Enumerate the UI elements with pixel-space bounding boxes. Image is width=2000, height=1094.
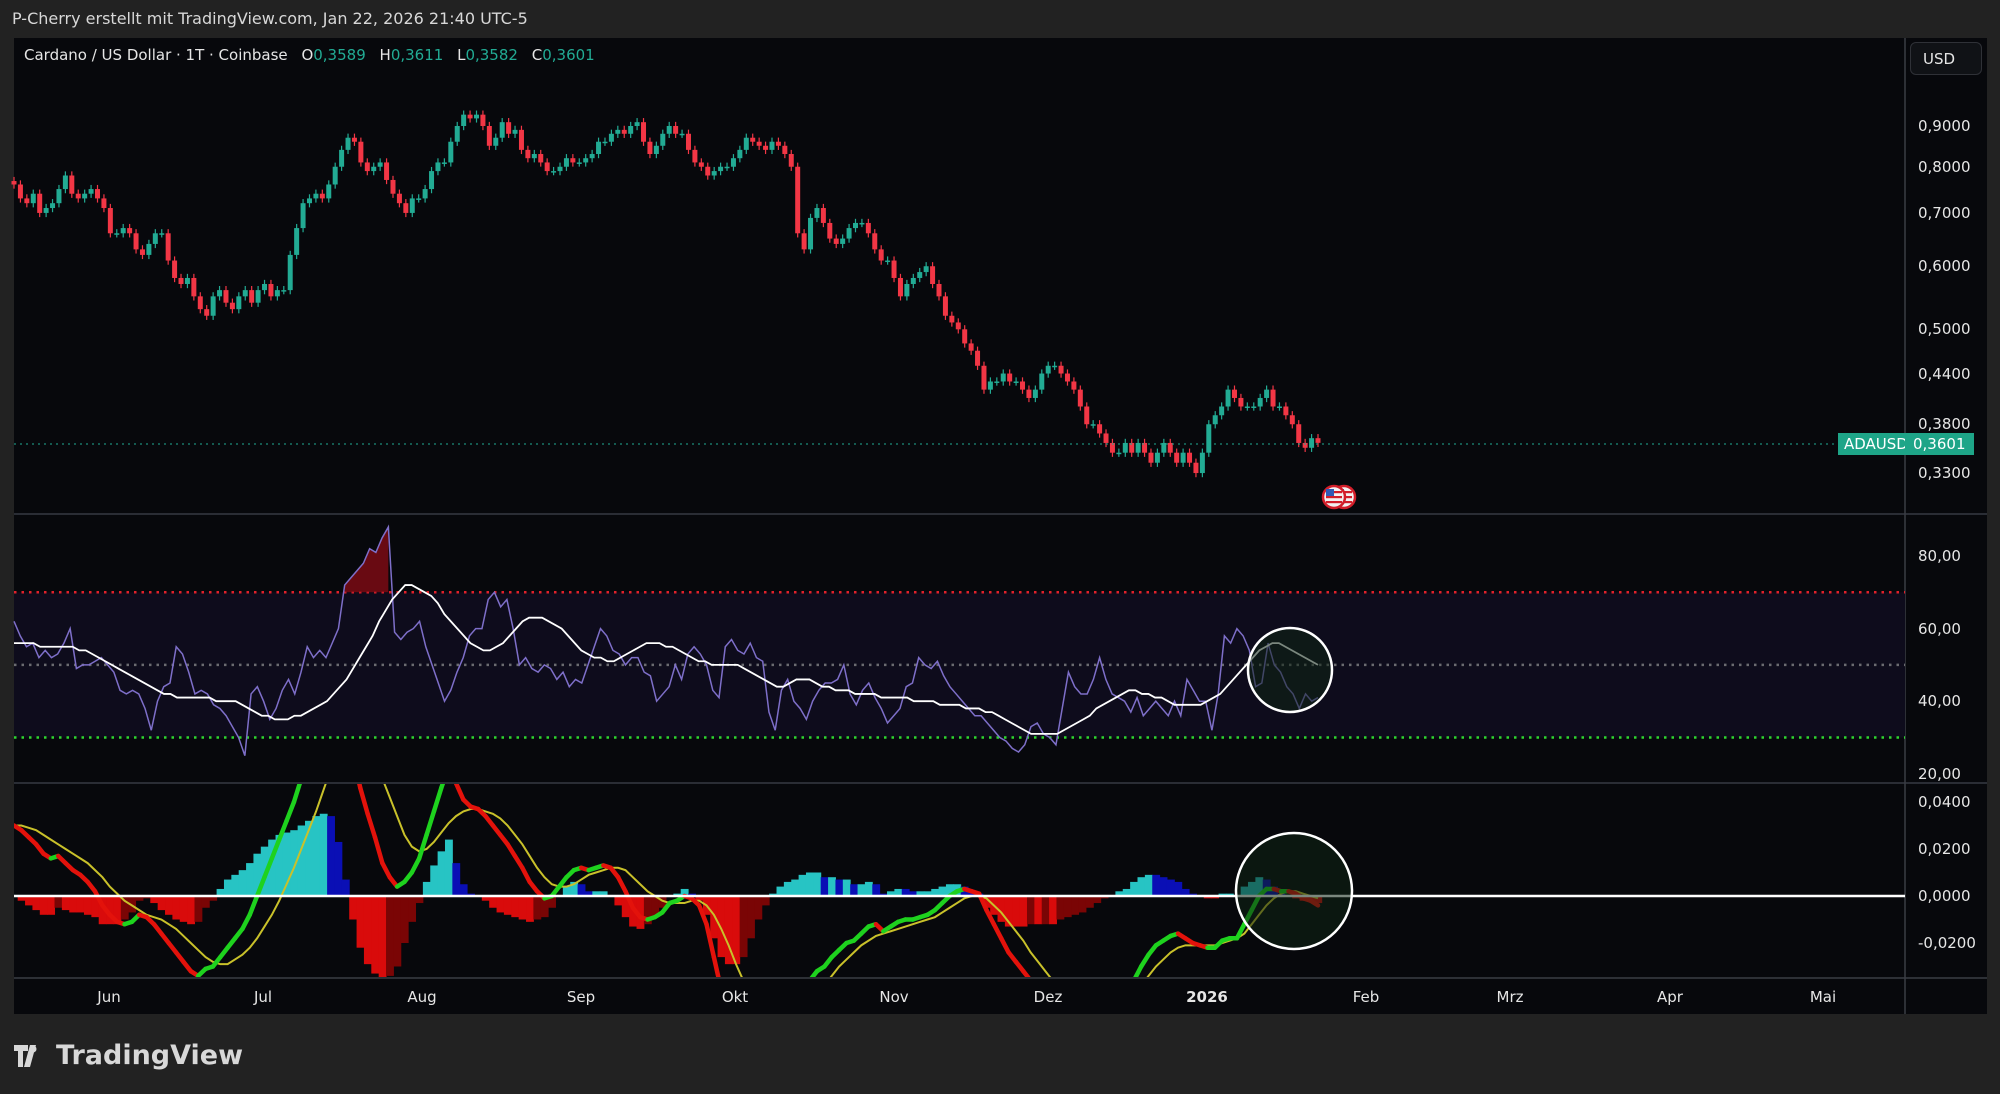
- macd-tick-label: -0,0200: [1918, 934, 1976, 952]
- chart-area[interactable]: [14, 38, 1987, 1014]
- time-tick-label: Nov: [879, 988, 909, 1006]
- symbol-title[interactable]: Cardano / US Dollar · 1T · Coinbase: [24, 46, 288, 64]
- logo-text: TradingView: [56, 1040, 244, 1071]
- time-tick-label: Jul: [253, 988, 273, 1006]
- price-tick-label: 0,5000: [1918, 320, 1971, 339]
- time-tick-label: Apr: [1657, 988, 1683, 1006]
- top-bar: P-Cherry erstellt mit TradingView.com, J…: [0, 0, 2000, 38]
- rsi-tick-label: 20,00: [1918, 764, 1961, 783]
- price-tick-label: 0,9000: [1918, 117, 1971, 135]
- symbol-price-tag: ADAUSD: [1838, 433, 1914, 455]
- candles: [11, 110, 1321, 478]
- rsi-tick-label: 60,00: [1918, 619, 1961, 638]
- us-event-flag-icon[interactable]: [1321, 484, 1357, 510]
- close-label: C: [531, 46, 543, 64]
- price-tick-label: 0,8000: [1918, 157, 1971, 176]
- time-tick-label: Sep: [566, 988, 596, 1006]
- rsi-tick-label: 80,00: [1918, 547, 1961, 565]
- time-tick-label: Mrz: [1496, 988, 1524, 1006]
- open-value: 0,3589: [313, 46, 366, 64]
- currency-button[interactable]: USD: [1910, 42, 1982, 75]
- time-tick-label: Feb: [1352, 988, 1380, 1006]
- low-value: 0,3582: [465, 46, 518, 64]
- open-label: O: [301, 46, 314, 64]
- rsi-highlight-circle: [1246, 626, 1334, 714]
- high-label: H: [379, 46, 391, 64]
- symbol-legend: Cardano / US Dollar · 1T · Coinbase O0,3…: [24, 46, 595, 64]
- time-tick-label: Mai: [1809, 988, 1837, 1006]
- time-tick-label: Dez: [1033, 988, 1063, 1006]
- time-tick-label: Okt: [721, 988, 749, 1006]
- macd-tick-label: 0,0200: [1918, 840, 1971, 858]
- rsi-ma-line: [14, 584, 1319, 735]
- price-tick-label: 0,7000: [1918, 203, 1971, 222]
- price-tick-label: 0,3800: [1918, 415, 1971, 434]
- tradingview-logo[interactable]: TradingView: [14, 1040, 243, 1071]
- price-tick-label: 0,6000: [1918, 257, 1971, 276]
- high-value: 0,3611: [390, 46, 444, 64]
- time-tick-label: 2026: [1186, 988, 1228, 1006]
- price-tick-label: 0,3300: [1918, 464, 1971, 483]
- chart-credit: P-Cherry erstellt mit TradingView.com, J…: [12, 9, 528, 28]
- rsi-line: [13, 524, 1319, 756]
- time-tick-label: Jun: [97, 988, 121, 1006]
- close-value: 0,3601: [542, 46, 595, 64]
- price-tick-label: 0,4400: [1918, 364, 1971, 383]
- macd-tick-label: 0,0400: [1918, 793, 1971, 811]
- rsi-tick-label: 40,00: [1918, 692, 1961, 711]
- time-tick-label: Aug: [407, 988, 437, 1006]
- low-label: L: [457, 46, 466, 64]
- macd-highlight-circle: [1234, 831, 1354, 951]
- last-price-tag: 0,3601: [1905, 433, 1974, 455]
- macd-tick-label: 0,0000: [1918, 887, 1971, 905]
- tradingview-logo-icon: [14, 1044, 37, 1067]
